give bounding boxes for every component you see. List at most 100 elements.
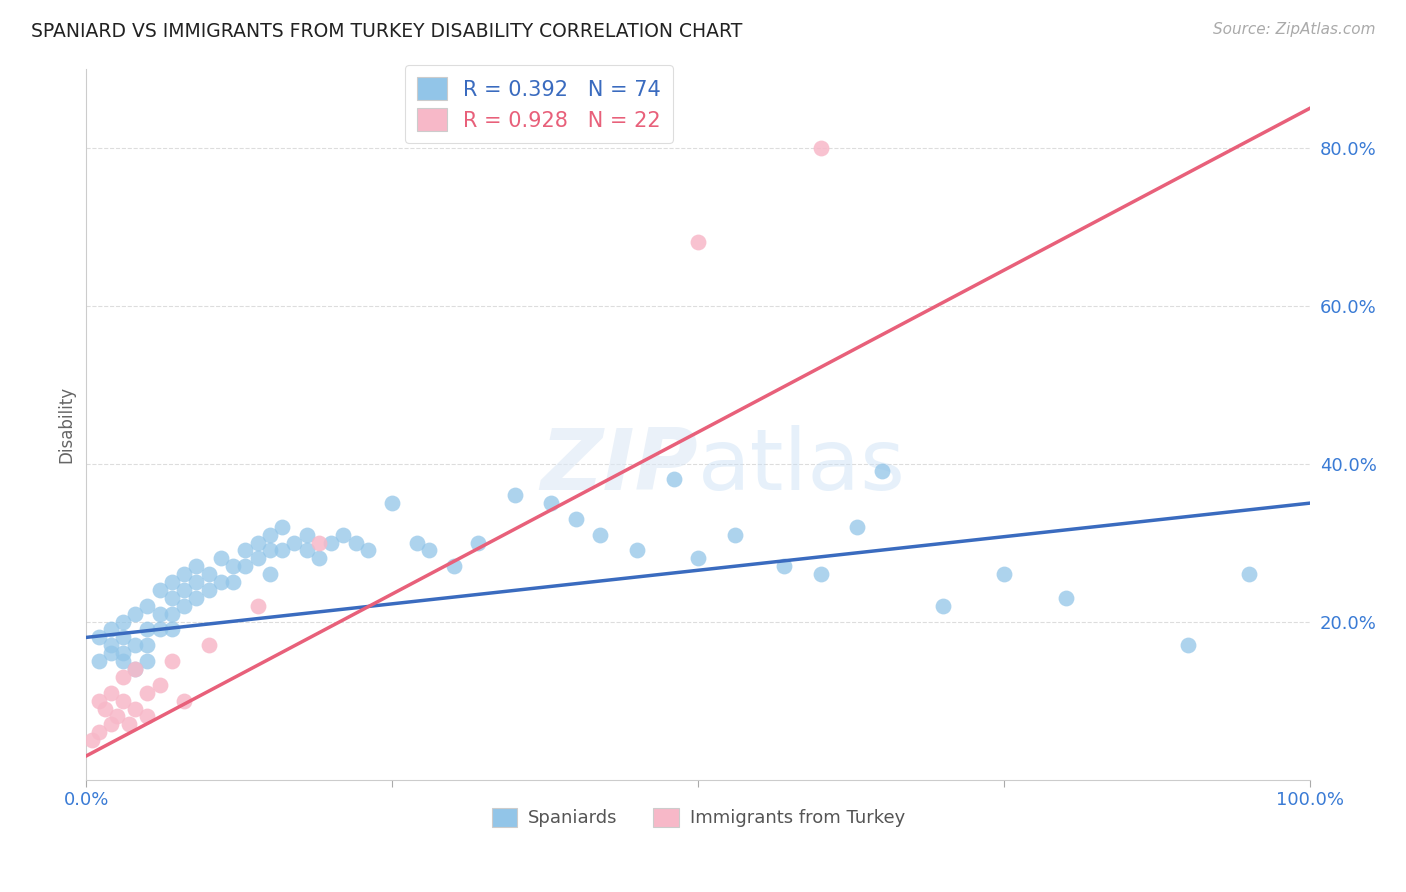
Text: SPANIARD VS IMMIGRANTS FROM TURKEY DISABILITY CORRELATION CHART: SPANIARD VS IMMIGRANTS FROM TURKEY DISAB… (31, 22, 742, 41)
Point (467, 535, 489, 549)
Point (100, 638, 122, 652)
Point (136, 599, 159, 613)
Text: atlas: atlas (699, 425, 907, 508)
Y-axis label: Disability: Disability (58, 385, 75, 463)
Point (308, 535, 330, 549)
Point (295, 543, 318, 558)
Point (149, 582, 172, 597)
Point (235, 543, 257, 558)
Point (271, 520, 294, 534)
Point (246, 599, 269, 613)
Point (993, 567, 1015, 582)
Point (197, 638, 219, 652)
Point (259, 567, 281, 582)
Point (173, 693, 195, 707)
Point (111, 693, 134, 707)
Point (332, 527, 354, 541)
Point (124, 701, 146, 715)
Point (209, 551, 232, 566)
Point (100, 717, 122, 731)
Point (209, 575, 232, 590)
Point (149, 623, 172, 637)
Point (405, 535, 427, 549)
Point (319, 535, 342, 549)
Point (100, 646, 122, 660)
Point (173, 582, 195, 597)
Point (136, 709, 159, 723)
Point (246, 551, 269, 566)
Point (259, 527, 281, 541)
Point (93, 701, 115, 715)
Point (100, 623, 122, 637)
Point (87, 693, 110, 707)
Point (136, 638, 159, 652)
Point (186, 575, 208, 590)
Point (235, 559, 257, 574)
Text: Source: ZipAtlas.com: Source: ZipAtlas.com (1212, 22, 1375, 37)
Point (259, 543, 281, 558)
Point (160, 591, 183, 605)
Point (197, 582, 219, 597)
Point (381, 496, 404, 510)
Point (540, 496, 562, 510)
Point (111, 631, 134, 645)
Point (810, 140, 832, 154)
Point (160, 575, 183, 590)
Legend: Spaniards, Immigrants from Turkey: Spaniards, Immigrants from Turkey (485, 801, 912, 835)
Point (589, 527, 612, 541)
Point (87, 654, 110, 668)
Point (222, 559, 245, 574)
Text: ZIP: ZIP (541, 425, 699, 508)
Point (105, 709, 128, 723)
Point (136, 654, 159, 668)
Point (271, 543, 294, 558)
Point (626, 543, 648, 558)
Point (118, 717, 141, 731)
Point (810, 567, 832, 582)
Point (773, 559, 796, 574)
Point (100, 686, 122, 700)
Point (160, 623, 183, 637)
Point (111, 646, 134, 660)
Point (1054, 591, 1077, 605)
Point (149, 607, 172, 621)
Point (295, 527, 318, 541)
Point (503, 488, 526, 502)
Point (308, 551, 330, 566)
Point (136, 623, 159, 637)
Point (197, 567, 219, 582)
Point (443, 559, 465, 574)
Point (246, 535, 269, 549)
Point (724, 527, 747, 541)
Point (87, 725, 110, 739)
Point (82, 733, 104, 747)
Point (160, 607, 183, 621)
Point (688, 551, 710, 566)
Point (222, 575, 245, 590)
Point (87, 631, 110, 645)
Point (124, 638, 146, 652)
Point (124, 662, 146, 676)
Point (111, 670, 134, 684)
Point (662, 472, 685, 486)
Point (283, 535, 305, 549)
Point (136, 686, 159, 700)
Point (111, 654, 134, 668)
Point (149, 678, 172, 692)
Point (160, 654, 183, 668)
Point (124, 662, 146, 676)
Point (1177, 638, 1199, 652)
Point (418, 543, 440, 558)
Point (111, 615, 134, 629)
Point (932, 599, 955, 613)
Point (124, 607, 146, 621)
Point (870, 465, 893, 479)
Point (186, 559, 208, 574)
Point (344, 535, 367, 549)
Point (565, 512, 588, 526)
Point (173, 567, 195, 582)
Point (186, 591, 208, 605)
Point (173, 599, 195, 613)
Point (1237, 567, 1260, 582)
Point (357, 543, 380, 558)
